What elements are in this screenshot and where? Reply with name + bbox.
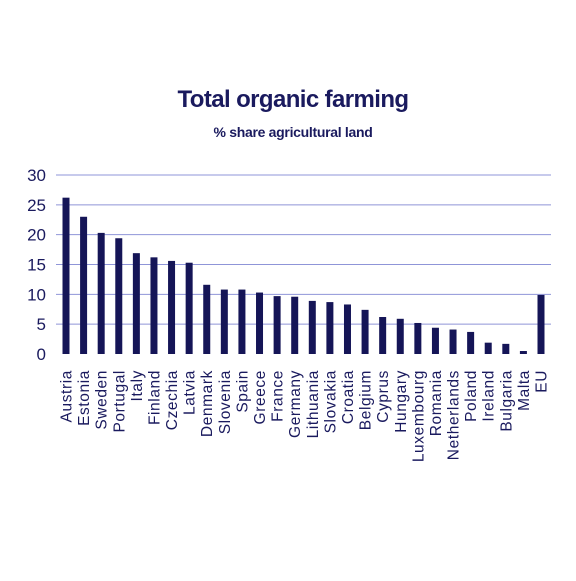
bar-hungary bbox=[396, 318, 404, 354]
bar-lithuania bbox=[308, 300, 316, 354]
x-tick-label: Belgium bbox=[358, 370, 375, 430]
bar-austria bbox=[62, 197, 70, 354]
bar-estonia bbox=[80, 216, 88, 354]
bar-portugal bbox=[115, 238, 123, 354]
x-tick-label: Poland bbox=[463, 370, 480, 422]
bar-latvia bbox=[185, 262, 193, 354]
chart-subtitle: % share agricultural land bbox=[214, 124, 373, 140]
y-axis-ticks: 0 5 10 15 20 25 30 bbox=[27, 166, 46, 364]
x-tick-label: Denmark bbox=[199, 370, 216, 437]
bar-romania bbox=[431, 327, 439, 354]
x-tick-label: Malta bbox=[516, 370, 533, 411]
x-axis-ticks: Austria Estonia Sweden Portugal Italy Finland… bbox=[59, 370, 551, 462]
x-tick-label: Portugal bbox=[111, 370, 128, 433]
bar-slovakia bbox=[326, 302, 334, 354]
x-tick-label: Ireland bbox=[481, 370, 498, 422]
x-tick-label: Spain bbox=[234, 370, 251, 413]
x-tick-label: Lithuania bbox=[305, 370, 322, 438]
y-tick-label: 30 bbox=[27, 166, 46, 185]
bar-eu bbox=[537, 294, 545, 354]
bar-france bbox=[273, 296, 281, 354]
bar-luxembourg bbox=[414, 322, 422, 354]
x-tick-label: Estonia bbox=[76, 370, 93, 426]
bar-cyprus bbox=[379, 317, 387, 354]
x-tick-label: Cyprus bbox=[375, 370, 392, 423]
y-tick-label: 25 bbox=[27, 196, 46, 215]
x-tick-label: Sweden bbox=[94, 370, 111, 430]
x-tick-label: Netherlands bbox=[446, 370, 463, 460]
bar-slovenia bbox=[220, 289, 228, 354]
x-tick-label: Czechia bbox=[164, 370, 181, 430]
x-tick-label: Hungary bbox=[393, 370, 410, 433]
x-tick-label: Greece bbox=[252, 370, 269, 424]
bar-spain bbox=[238, 289, 246, 354]
x-tick-label: Germany bbox=[287, 370, 304, 438]
x-tick-label: Austria bbox=[59, 370, 76, 422]
y-tick-label: 10 bbox=[27, 285, 46, 304]
x-tick-label: Luxembourg bbox=[410, 370, 427, 462]
bar-sweden bbox=[97, 232, 105, 354]
grid-lines bbox=[56, 174, 551, 325]
x-tick-label: Italy bbox=[129, 370, 146, 401]
bar-denmark bbox=[203, 284, 211, 354]
bar-greece bbox=[256, 292, 264, 354]
bar-italy bbox=[132, 253, 140, 354]
bar-bulgaria bbox=[502, 343, 510, 354]
bar-czechia bbox=[168, 260, 176, 354]
bar-netherlands bbox=[449, 329, 457, 354]
x-tick-label: France bbox=[270, 370, 287, 422]
x-tick-label: EU bbox=[534, 370, 551, 393]
bar-ireland bbox=[484, 342, 492, 354]
y-tick-label: 0 bbox=[37, 345, 46, 364]
bar-croatia bbox=[343, 304, 351, 354]
bar-finland bbox=[150, 257, 158, 354]
chart-title: Total organic farming bbox=[178, 86, 409, 113]
bar-poland bbox=[467, 331, 475, 354]
bar-germany bbox=[291, 296, 299, 354]
bars bbox=[62, 197, 545, 354]
x-tick-label: Slovakia bbox=[322, 370, 339, 433]
y-tick-label: 5 bbox=[37, 315, 46, 334]
x-tick-label: Bulgaria bbox=[498, 370, 515, 432]
x-tick-label: Latvia bbox=[182, 370, 199, 415]
x-tick-label: Romania bbox=[428, 370, 445, 436]
bar-malta bbox=[519, 351, 527, 354]
bar-belgium bbox=[361, 309, 369, 354]
y-tick-label: 15 bbox=[27, 256, 46, 275]
y-tick-label: 20 bbox=[27, 226, 46, 245]
x-tick-label: Slovenia bbox=[217, 370, 234, 434]
x-tick-label: Croatia bbox=[340, 370, 357, 424]
x-tick-label: Finland bbox=[146, 370, 163, 425]
